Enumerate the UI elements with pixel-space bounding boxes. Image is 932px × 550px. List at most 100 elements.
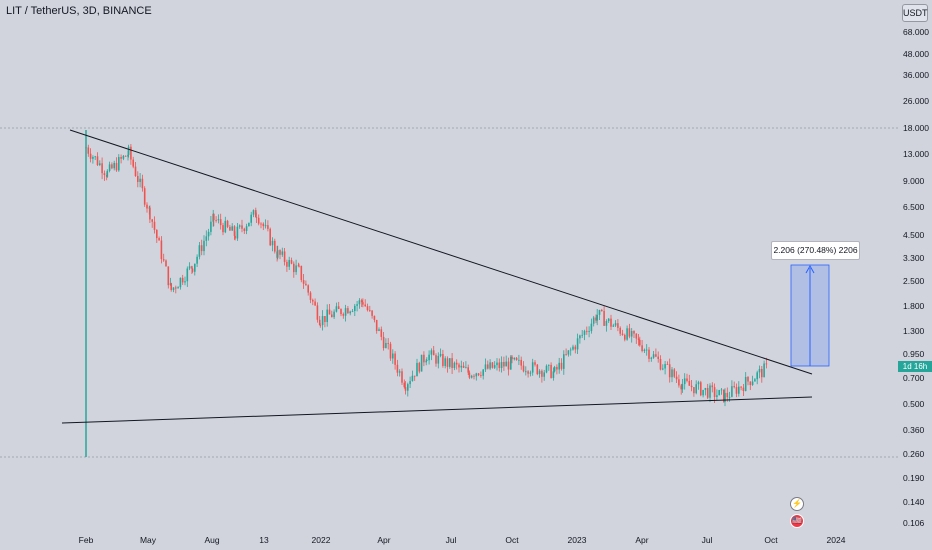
candle-body	[556, 366, 558, 370]
candle-body	[545, 365, 548, 373]
candle-body	[673, 369, 676, 377]
candle-body	[574, 346, 577, 350]
candle-body	[326, 309, 328, 323]
y-tick-label: 0.140	[903, 497, 925, 507]
candle-body	[614, 323, 617, 326]
candle-body	[442, 353, 444, 366]
candle-body	[735, 387, 738, 394]
y-tick-label: 48.000	[903, 49, 929, 59]
candle-body	[493, 365, 496, 368]
y-tick-label: 4.500	[903, 230, 925, 240]
candle-body	[550, 364, 552, 378]
candle-body	[318, 319, 321, 325]
currency-badge[interactable]: USDT	[902, 4, 928, 22]
candle-body	[552, 371, 555, 378]
candle-body	[671, 369, 673, 378]
y-tick-label: 0.260	[903, 449, 925, 459]
candle-body	[111, 164, 113, 169]
candle-body	[279, 250, 281, 255]
candle-body	[498, 362, 501, 369]
candle-body	[439, 353, 442, 356]
candle-body	[596, 314, 598, 321]
candle-body	[120, 157, 122, 159]
candle-body	[314, 301, 316, 306]
candle-body	[262, 223, 265, 227]
candle-body	[621, 333, 624, 335]
candle-body	[558, 362, 560, 370]
candle-body	[312, 299, 314, 302]
candle-body	[751, 381, 754, 385]
candle-body	[248, 222, 250, 227]
candle-body	[711, 385, 714, 388]
measure-label[interactable]: 2.206 (270.48%) 2206	[771, 241, 860, 260]
y-tick-label: 2.500	[903, 276, 925, 286]
symbol-title[interactable]: LIT / TetherUS, 3D, BINANCE	[6, 5, 152, 17]
candle-body	[480, 375, 482, 376]
candle-body	[567, 350, 570, 355]
us-flag-icon[interactable]: 🇺🇸	[790, 514, 804, 528]
candle-body	[426, 360, 428, 362]
candle-body	[267, 225, 269, 229]
candle-body	[538, 370, 541, 375]
candle-body	[503, 361, 505, 367]
y-tick-label: 3.300	[903, 253, 925, 263]
candle-body	[271, 240, 274, 246]
candle-body	[522, 365, 525, 372]
candle-body	[723, 389, 725, 402]
candle-body	[543, 372, 545, 377]
x-tick-label: 2023	[567, 535, 587, 545]
candle-body	[122, 155, 125, 159]
candle-body	[380, 329, 383, 337]
candle-body	[728, 396, 731, 398]
candle-body	[324, 316, 326, 323]
candle-body	[207, 231, 210, 237]
candle-body	[468, 372, 471, 378]
candle-body	[94, 156, 96, 158]
candle-body	[295, 265, 297, 273]
candle-body	[747, 377, 749, 382]
candle-body	[281, 251, 284, 255]
candle-body	[396, 364, 399, 373]
candle-body	[467, 367, 469, 373]
candle-body	[511, 356, 513, 360]
candle-body	[462, 365, 465, 368]
candle-body	[203, 240, 205, 252]
candle-body	[124, 155, 127, 157]
candle-body	[307, 285, 309, 293]
candle-body	[720, 389, 723, 391]
x-tick-label: 2024	[826, 535, 846, 545]
x-tick-label: Oct	[764, 535, 778, 545]
candle-body	[300, 265, 303, 281]
candle-body	[191, 268, 194, 272]
x-tick-label: 2022	[311, 535, 331, 545]
candle-body	[344, 308, 347, 316]
candle-body	[592, 317, 595, 324]
candle-body	[389, 343, 392, 359]
candle-body	[420, 354, 423, 372]
candle-body	[458, 364, 460, 368]
candle-body	[601, 309, 603, 311]
candle-body	[686, 378, 688, 381]
current-price-badge: 1d 16h	[898, 361, 932, 372]
candle-body	[536, 364, 539, 375]
candle-body	[274, 240, 276, 252]
candle-body	[428, 354, 430, 361]
candle-body	[186, 268, 189, 282]
candle-body	[387, 342, 389, 344]
candle-body	[695, 384, 697, 394]
candle-body	[210, 221, 212, 232]
candle-body	[758, 368, 761, 373]
candle-body	[603, 310, 605, 326]
candle-body	[738, 386, 740, 394]
candle-body	[215, 220, 217, 221]
candle-body	[624, 334, 626, 340]
candle-body	[257, 217, 260, 224]
x-tick-label: Apr	[377, 535, 391, 545]
candle-body	[706, 388, 709, 398]
candle-body	[264, 225, 267, 227]
candle-body	[238, 225, 241, 227]
candle-body	[487, 364, 489, 369]
lightning-icon[interactable]: ⚡	[790, 497, 804, 511]
candle-body	[250, 214, 252, 223]
